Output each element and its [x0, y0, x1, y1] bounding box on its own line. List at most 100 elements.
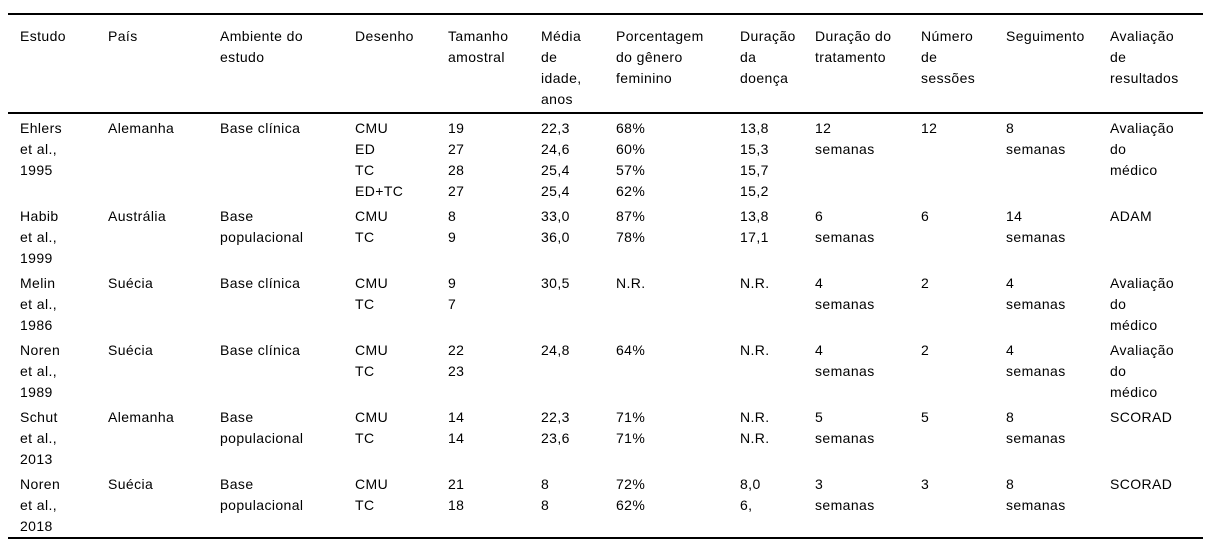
cell-noren-1989-avaliacao-de-resultados: Avaliação do médico	[1110, 336, 1203, 403]
text-line: Base	[220, 476, 254, 492]
text-line: Alemanha	[108, 409, 175, 425]
text-line: 8	[1006, 476, 1015, 492]
text-line: Porcentagem	[616, 28, 704, 44]
text-line: Avaliação	[1110, 342, 1175, 358]
text-line: semanas	[1006, 497, 1066, 513]
cell-ehlers-1995-seguimento: 8 semanas	[1006, 113, 1110, 202]
column-header-estudo: Estudo	[8, 14, 108, 114]
text-line: anos	[541, 91, 573, 107]
cell-melin-1986-ambiente-do-estudo: Base clínica	[220, 269, 355, 336]
text-line: 21	[448, 476, 465, 492]
table-row-noren-2018: Noren et al., 2018 Suécia Base populacional CM…	[8, 470, 1203, 538]
text-line: Base clínica	[220, 342, 301, 358]
text-line: semanas	[815, 497, 875, 513]
text-line: 7	[448, 296, 457, 312]
text-line: 3	[921, 476, 930, 492]
text-line: TC	[355, 430, 375, 446]
text-line: TC	[355, 363, 375, 379]
cell-habib-1999-duracao-do-tratamento: 6 semanas	[815, 202, 921, 269]
text-line: de	[921, 49, 938, 65]
cell-ehlers-1995-numero-de-sessoes: 12	[921, 113, 1006, 202]
text-line: 14	[448, 409, 465, 425]
text-line: semanas	[815, 229, 875, 245]
table-row-noren-1989: Noren et al., 1989 Suécia Base clínica CMU TC 2…	[8, 336, 1203, 403]
text-line: Noren	[20, 476, 61, 492]
text-line: Duração do	[815, 28, 892, 44]
text-line: 24,8	[541, 342, 570, 358]
text-line: 6	[815, 208, 824, 224]
cell-habib-1999-estudo: Habib et al., 1999	[8, 202, 108, 269]
text-line: Suécia	[108, 476, 154, 492]
text-line: ED	[355, 141, 376, 157]
text-line: Tamanho	[448, 28, 509, 44]
text-line: Avaliação	[1110, 120, 1175, 136]
text-line: et al.,	[20, 430, 58, 446]
table-header: Estudo País Ambiente do estudo Desenho Tamanh…	[8, 14, 1203, 114]
text-line: 15,3	[740, 141, 769, 157]
text-line: 14	[1006, 208, 1023, 224]
text-line: 87%	[616, 208, 646, 224]
text-line: 22,3	[541, 409, 570, 425]
cell-ehlers-1995-desenho: CMU ED TC ED+TC	[355, 113, 448, 202]
text-line: populacional	[220, 430, 304, 446]
text-line: médico	[1110, 162, 1158, 178]
cell-ehlers-1995-tamanho-amostral: 19 27 28 27	[448, 113, 541, 202]
cell-schut-2013-estudo: Schut et al., 2013	[8, 403, 108, 470]
text-line: 1989	[20, 384, 53, 400]
cell-noren-2018-porcentagem-genero-feminino: 72% 62%	[616, 470, 740, 538]
text-line: 2018	[20, 518, 53, 534]
text-line: Seguimento	[1006, 28, 1085, 44]
text-line: Ehlers	[20, 120, 63, 136]
text-line: médico	[1110, 384, 1158, 400]
text-line: 24,6	[541, 141, 570, 157]
text-line: CMU	[355, 208, 389, 224]
text-line: 25,4	[541, 162, 570, 178]
text-line: semanas	[1006, 229, 1066, 245]
text-line: Austrália	[108, 208, 167, 224]
text-line: CMU	[355, 409, 389, 425]
text-line: populacional	[220, 229, 304, 245]
text-line: CMU	[355, 476, 389, 492]
cell-noren-2018-tamanho-amostral: 21 18	[448, 470, 541, 538]
text-line: 71%	[616, 409, 646, 425]
text-line: 22,3	[541, 120, 570, 136]
text-line: semanas	[1006, 363, 1066, 379]
cell-noren-1989-duracao-da-doenca: N.R.	[740, 336, 815, 403]
cell-melin-1986-porcentagem-genero-feminino: N.R.	[616, 269, 740, 336]
column-header-tamanho-amostral: Tamanho amostral	[448, 14, 541, 114]
cell-habib-1999-pais: Austrália	[108, 202, 220, 269]
text-line: 23,6	[541, 430, 570, 446]
text-line: 9	[448, 229, 457, 245]
text-line: 1986	[20, 317, 53, 333]
cell-ehlers-1995-media-de-idade: 22,3 24,6 25,4 25,4	[541, 113, 616, 202]
text-line: et al.,	[20, 497, 58, 513]
text-line: 17,1	[740, 229, 769, 245]
text-line: CMU	[355, 342, 389, 358]
column-header-duracao-do-tratamento: Duração do tratamento	[815, 14, 921, 114]
cell-ehlers-1995-ambiente-do-estudo: Base clínica	[220, 113, 355, 202]
text-line: N.R.	[740, 430, 770, 446]
text-line: semanas	[815, 363, 875, 379]
text-line: Melin	[20, 275, 56, 291]
cell-melin-1986-duracao-do-tratamento: 4 semanas	[815, 269, 921, 336]
text-line: da	[740, 49, 757, 65]
text-line: semanas	[1006, 296, 1066, 312]
text-line: Avaliação	[1110, 275, 1175, 291]
text-line: 4	[815, 342, 824, 358]
text-line: TC	[355, 229, 375, 245]
cell-habib-1999-numero-de-sessoes: 6	[921, 202, 1006, 269]
text-line: médico	[1110, 317, 1158, 333]
column-header-porcentagem-genero-feminino: Porcentagem do gênero feminino	[616, 14, 740, 114]
text-line: semanas	[815, 296, 875, 312]
text-line: 1995	[20, 162, 53, 178]
cell-ehlers-1995-duracao-do-tratamento: 12 semanas	[815, 113, 921, 202]
cell-habib-1999-avaliacao-de-resultados: ADAM	[1110, 202, 1203, 269]
text-line: 27	[448, 183, 465, 199]
text-line: 12	[815, 120, 832, 136]
text-line: de	[1110, 49, 1127, 65]
text-line: 78%	[616, 229, 646, 245]
text-line: Alemanha	[108, 120, 175, 136]
